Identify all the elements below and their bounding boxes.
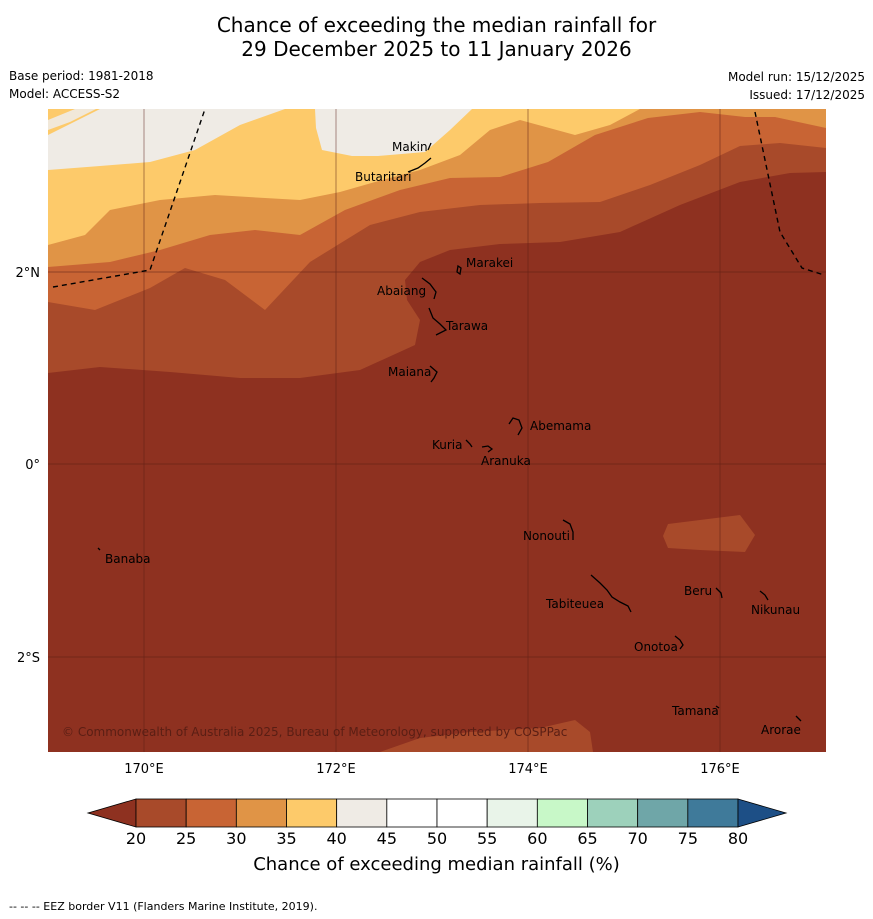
colorbar-tick-label: 60 (527, 829, 547, 848)
colorbar-segment (185, 798, 237, 828)
colorbar-tick-label: 45 (377, 829, 397, 848)
label-banaba: Banaba (105, 552, 151, 566)
label-beru: Beru (684, 584, 712, 598)
label-tabiteuea: Tabiteuea (545, 597, 604, 611)
label-aranuka: Aranuka (481, 454, 531, 468)
colorbar-segment (336, 798, 388, 828)
colorbar-tick-label: 55 (477, 829, 497, 848)
label-abaiang: Abaiang (377, 284, 426, 298)
band-35-40 (48, 109, 826, 245)
colorbar-tick-label: 50 (427, 829, 447, 848)
island-tarawa (428, 307, 448, 336)
colorbar-tick-label: 35 (276, 829, 296, 848)
island-arorae (795, 715, 802, 722)
title-line-2: 29 December 2025 to 11 January 2026 (241, 37, 632, 61)
colorbar-tick-label: 40 (326, 829, 346, 848)
label-abemama: Abemama (530, 419, 591, 433)
lon-tick-170e: 170°E (124, 762, 164, 777)
label-butaritari: Butaritari (355, 170, 412, 184)
island-abaiang (421, 277, 437, 300)
colorbar-segment (637, 798, 689, 828)
colorbar-tick-label: 65 (577, 829, 597, 848)
colorbar-label: Chance of exceeding median rainfall (%) (253, 854, 620, 875)
model-run: Model run: 15/12/2025 (727, 70, 865, 84)
colorbar-segment (536, 798, 588, 828)
island-tamana (715, 705, 720, 709)
colorbar-tick-label: 70 (627, 829, 647, 848)
colorbar-segment (235, 798, 287, 828)
label-tarawa: Tarawa (445, 319, 488, 333)
colorbar-segment (386, 798, 438, 828)
title-line-1: Chance of exceeding the median rainfall … (216, 13, 657, 37)
model-name: Model: ACCESS-S2 (9, 87, 121, 101)
island-outlines (97, 142, 802, 722)
island-beru (715, 587, 723, 599)
band-40-45-west (48, 109, 285, 170)
colorbar-tick-label: 80 (728, 829, 748, 848)
map-plot-area: Makin Butaritari Marakei Abaiang Tarawa … (48, 109, 826, 752)
label-kuria: Kuria (432, 438, 463, 452)
island-tabiteuea (590, 574, 632, 613)
lon-tick-174e: 174°E (508, 762, 548, 777)
issued-date: Issued: 17/12/2025 (749, 88, 865, 102)
colorbar: 20 25 30 35 40 45 50 55 60 65 70 75 80 (86, 798, 788, 848)
colorbar-segment (687, 798, 739, 828)
island-abemama (508, 417, 523, 436)
lat-tick-2s: 2°S (17, 651, 40, 666)
island-nonouti (562, 519, 574, 540)
lat-tick-0: 0° (25, 458, 40, 473)
island-aranuka (481, 445, 494, 453)
island-onotoa (674, 635, 684, 650)
island-butaritari (407, 157, 432, 173)
eez-border-west (52, 109, 206, 288)
label-nikunau: Nikunau (751, 603, 800, 617)
colorbar-tick-label: 20 (126, 829, 146, 848)
band-40-45-northwest (48, 109, 96, 130)
colorbar-segment (587, 798, 639, 828)
island-banaba (97, 547, 101, 551)
colorbar-tick-label: 25 (176, 829, 196, 848)
lat-tick-2n: 2°N (16, 266, 41, 281)
label-tamana: Tamana (671, 704, 719, 718)
copyright-notice: © Commonwealth of Australia 2025, Bureau… (62, 725, 567, 739)
colorbar-segment (486, 798, 538, 828)
island-marakei (456, 264, 462, 276)
colorbar-segment (286, 798, 338, 828)
colorbar-tick-label: 75 (678, 829, 698, 848)
colorbar-under-arrow (86, 798, 137, 828)
label-onotoa: Onotoa (634, 640, 678, 654)
graticule (48, 109, 826, 752)
patch-20-25-south (380, 720, 593, 752)
label-nonouti: Nonouti (523, 529, 570, 543)
label-marakei: Marakei (466, 256, 513, 270)
lon-tick-176e: 176°E (700, 762, 740, 777)
label-maiana: Maiana (388, 365, 431, 379)
colorbar-segment (135, 798, 187, 828)
island-maiana (429, 365, 438, 383)
lon-tick-172e: 172°E (316, 762, 356, 777)
base-period: Base period: 1981-2018 (9, 69, 154, 83)
band-40-45 (48, 109, 472, 156)
label-arorae: Arorae (761, 723, 801, 737)
colorbar-tick-label: 30 (226, 829, 246, 848)
island-makin (427, 142, 432, 151)
island-kuria (465, 439, 473, 448)
island-nikunau (759, 590, 769, 601)
colorbar-over-arrow (737, 798, 788, 828)
eez-footnote: -- -- -- EEZ border V11 (Flanders Marine… (9, 900, 318, 913)
label-makin: Makin (392, 140, 428, 154)
colorbar-segment (436, 798, 488, 828)
patch-20-25-east (663, 515, 755, 552)
